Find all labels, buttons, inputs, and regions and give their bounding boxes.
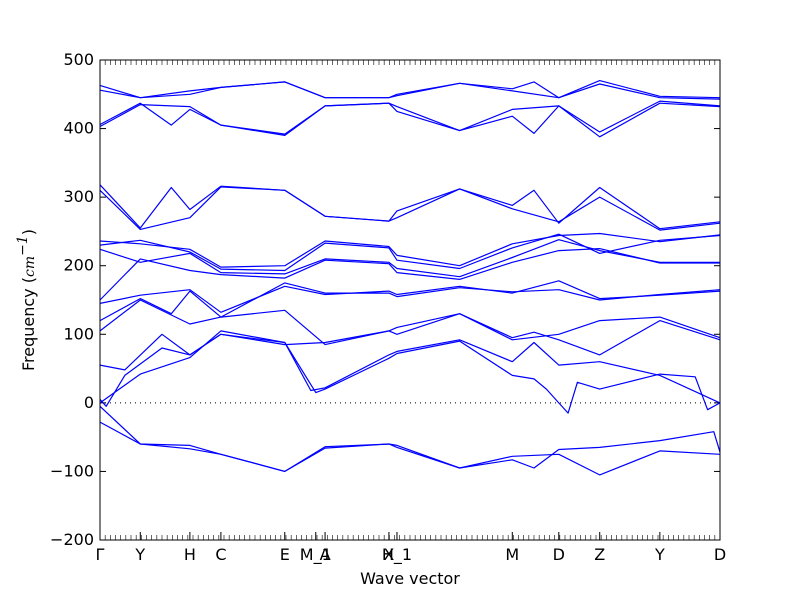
x-tick-label: H_1 bbox=[382, 545, 412, 565]
phonon-branch-line bbox=[99, 330, 721, 404]
phonon-branch-line bbox=[99, 313, 721, 371]
plot-frame bbox=[99, 59, 721, 541]
x-tick-label: D bbox=[553, 545, 565, 564]
x-tick-label: C bbox=[215, 545, 226, 564]
phonon-branch-line bbox=[99, 100, 721, 135]
phonon-branch-line bbox=[99, 81, 721, 100]
x-tick-label: E bbox=[280, 545, 290, 564]
y-tick-label: −100 bbox=[50, 461, 94, 480]
phonon-branch-line bbox=[99, 282, 721, 322]
y-ticks: −200 −100 0 100 200 300 400 500 bbox=[50, 50, 720, 549]
phonon-branch-line bbox=[99, 80, 721, 99]
x-tick-label: A bbox=[320, 545, 331, 564]
y-tick-label: 400 bbox=[63, 119, 94, 138]
phonon-branch-line bbox=[99, 102, 721, 138]
y-axis-label-exponent: −1 bbox=[15, 235, 31, 256]
x-tick-label: X bbox=[383, 545, 394, 564]
y-tick-label: −200 bbox=[50, 530, 94, 549]
phonon-branch-line bbox=[99, 280, 721, 313]
phonon-branch-line bbox=[99, 333, 721, 414]
phonon-branch-line bbox=[99, 248, 720, 301]
y-tick-label: 200 bbox=[63, 256, 94, 275]
y-axis-label-unit: cm bbox=[22, 256, 38, 277]
phonon-branch-line bbox=[99, 299, 721, 346]
phonon-branch-line bbox=[99, 184, 721, 230]
x-ticks: Γ Y H C E M_1A XH_1 M D Z Y D bbox=[96, 60, 726, 565]
y-tick-label: 300 bbox=[63, 187, 94, 206]
x-tick-label: H bbox=[184, 545, 196, 564]
y-axis-label-prefix: Frequency ( bbox=[19, 277, 38, 371]
x-tick-label: Γ bbox=[96, 545, 105, 564]
x-axis-label: Wave vector bbox=[360, 569, 460, 588]
x-tick-label: M_1 bbox=[300, 545, 332, 565]
phonon-branch-line bbox=[99, 232, 721, 268]
x-tick-label: D bbox=[714, 545, 726, 564]
x-tick-label: M bbox=[505, 545, 519, 564]
phonon-branches bbox=[99, 80, 721, 476]
phonon-branch-line bbox=[99, 186, 721, 231]
phonon-branch-line bbox=[99, 421, 721, 472]
x-tick-label: Z bbox=[594, 545, 605, 564]
y-tick-label: 100 bbox=[63, 324, 94, 343]
x-tick-label: Y bbox=[654, 545, 665, 564]
phonon-branch-line bbox=[99, 405, 721, 476]
y-axis-label-suffix: ) bbox=[19, 229, 38, 235]
x-tick-label: Y bbox=[134, 545, 145, 564]
y-axis-label: Frequency (cm−1) bbox=[15, 229, 38, 371]
phonon-branch-line bbox=[99, 233, 721, 272]
y-tick-label: 500 bbox=[63, 50, 94, 69]
y-tick-label: 0 bbox=[84, 393, 94, 412]
